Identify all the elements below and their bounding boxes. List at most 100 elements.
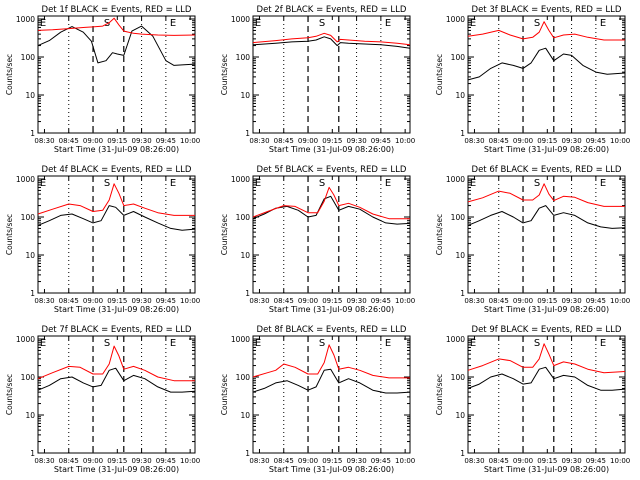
y-tick-label: 1 bbox=[245, 129, 250, 138]
y-tick-label: 1 bbox=[245, 289, 250, 298]
series-black bbox=[467, 366, 626, 391]
marker-e: E bbox=[385, 178, 391, 189]
x-tick-label: 09:45 bbox=[586, 297, 606, 305]
marker-e: E bbox=[385, 18, 391, 29]
plot-frame bbox=[252, 175, 411, 294]
x-tick-label: 09:30 bbox=[131, 137, 151, 145]
y-tick-label: 1 bbox=[460, 449, 465, 458]
x-tick-label: 10:00 bbox=[395, 137, 415, 145]
series-red bbox=[37, 183, 195, 216]
marker-e: E bbox=[40, 338, 46, 349]
y-tick-label: 10 bbox=[240, 251, 250, 260]
marker-s: S bbox=[104, 178, 110, 189]
y-tick-label: 1 bbox=[30, 129, 35, 138]
y-axis-label: Counts/sec bbox=[220, 374, 229, 415]
x-tick-label: 09:30 bbox=[131, 297, 151, 305]
x-axis-label: Start Time (31-Jul-09 08:26:00) bbox=[484, 145, 609, 154]
x-tick-label: 09:45 bbox=[156, 137, 176, 145]
x-tick-label: 09:45 bbox=[371, 137, 391, 145]
y-tick-label: 1 bbox=[30, 449, 35, 458]
y-tick-label: 10 bbox=[25, 91, 35, 100]
y-axis-label: Counts/sec bbox=[5, 374, 14, 415]
x-axis-label: Start Time (31-Jul-09 08:26:00) bbox=[484, 305, 609, 314]
series-black bbox=[467, 205, 626, 229]
y-tick-label: 100 bbox=[21, 213, 36, 222]
y-tick-label: 100 bbox=[236, 213, 251, 222]
y-tick-label: 10 bbox=[25, 251, 35, 260]
x-tick-label: 09:00 bbox=[298, 297, 318, 305]
marker-e: E bbox=[600, 18, 606, 29]
marker-s: S bbox=[534, 178, 540, 189]
x-tick-label: 09:30 bbox=[561, 137, 581, 145]
y-tick-label: 10 bbox=[455, 91, 465, 100]
plot-frame bbox=[467, 335, 626, 454]
series-black bbox=[37, 25, 196, 66]
marker-s: S bbox=[104, 338, 110, 349]
series-red bbox=[467, 21, 625, 41]
marker-s: S bbox=[319, 178, 325, 189]
series-black bbox=[252, 36, 411, 49]
series-black bbox=[37, 367, 196, 393]
x-tick-label: 08:45 bbox=[59, 297, 79, 305]
panel-title: Det 7f BLACK = Events, RED = LLD bbox=[42, 325, 192, 335]
marker-e: E bbox=[170, 18, 176, 29]
x-tick-label: 09:30 bbox=[561, 297, 581, 305]
x-tick-label: 09:15 bbox=[537, 297, 557, 305]
y-tick-label: 1000 bbox=[446, 175, 465, 184]
x-tick-label: 09:15 bbox=[107, 137, 127, 145]
y-tick-label: 1000 bbox=[231, 15, 250, 24]
x-tick-label: 09:00 bbox=[83, 297, 103, 305]
y-tick-label: 1000 bbox=[446, 15, 465, 24]
x-tick-label: 09:00 bbox=[298, 457, 318, 465]
x-tick-label: 09:45 bbox=[586, 457, 606, 465]
x-tick-label: 09:00 bbox=[513, 297, 533, 305]
x-tick-label: 09:30 bbox=[561, 457, 581, 465]
x-tick-label: 09:00 bbox=[83, 457, 103, 465]
x-tick-label: 09:30 bbox=[346, 457, 366, 465]
plot-frame bbox=[37, 15, 196, 134]
panel-title: Det 4f BLACK = Events, RED = LLD bbox=[42, 165, 192, 175]
marker-e: E bbox=[470, 178, 476, 189]
y-axis-label: Counts/sec bbox=[220, 54, 229, 95]
x-tick-label: 09:00 bbox=[513, 137, 533, 145]
series-red bbox=[37, 345, 195, 382]
y-tick-label: 10 bbox=[455, 411, 465, 420]
panel-1: Det 1f BLACK = Events, RED = LLD 08:30 08:… bbox=[5, 5, 200, 154]
panel-8: Det 8f BLACK = Events, RED = LLD 08:30 08:… bbox=[220, 325, 415, 474]
x-tick-label: 10:00 bbox=[180, 457, 200, 465]
x-tick-label: 10:00 bbox=[395, 457, 415, 465]
x-tick-label: 08:30 bbox=[464, 297, 484, 305]
y-tick-label: 100 bbox=[451, 373, 466, 382]
x-tick-label: 08:30 bbox=[34, 137, 54, 145]
x-tick-label: 09:00 bbox=[513, 457, 533, 465]
series-red bbox=[252, 186, 410, 220]
marker-s: S bbox=[534, 338, 540, 349]
marker-e: E bbox=[170, 338, 176, 349]
x-tick-label: 08:45 bbox=[274, 457, 294, 465]
panel-title: Det 8f BLACK = Events, RED = LLD bbox=[257, 325, 407, 335]
marker-s: S bbox=[319, 18, 325, 29]
marker-e: E bbox=[40, 18, 46, 29]
y-tick-label: 10 bbox=[240, 91, 250, 100]
x-tick-label: 09:45 bbox=[156, 457, 176, 465]
x-tick-label: 10:00 bbox=[610, 137, 630, 145]
series-black bbox=[252, 195, 411, 225]
series-red bbox=[252, 344, 410, 379]
marker-e: E bbox=[385, 338, 391, 349]
x-tick-label: 10:00 bbox=[180, 137, 200, 145]
y-axis-label: Counts/sec bbox=[435, 214, 444, 255]
x-tick-label: 09:45 bbox=[371, 297, 391, 305]
x-tick-label: 08:30 bbox=[249, 457, 269, 465]
y-tick-label: 1000 bbox=[16, 175, 35, 184]
marker-e: E bbox=[40, 178, 46, 189]
x-axis-label: Start Time (31-Jul-09 08:26:00) bbox=[54, 305, 179, 314]
panel-9: Det 9f BLACK = Events, RED = LLD 08:30 08:… bbox=[435, 325, 630, 474]
x-tick-label: 08:45 bbox=[274, 297, 294, 305]
x-axis-label: Start Time (31-Jul-09 08:26:00) bbox=[54, 145, 179, 154]
y-tick-label: 100 bbox=[21, 53, 36, 62]
y-axis-label: Counts/sec bbox=[435, 54, 444, 95]
y-tick-label: 100 bbox=[451, 53, 466, 62]
x-tick-label: 08:30 bbox=[249, 137, 269, 145]
series-red bbox=[467, 183, 625, 207]
